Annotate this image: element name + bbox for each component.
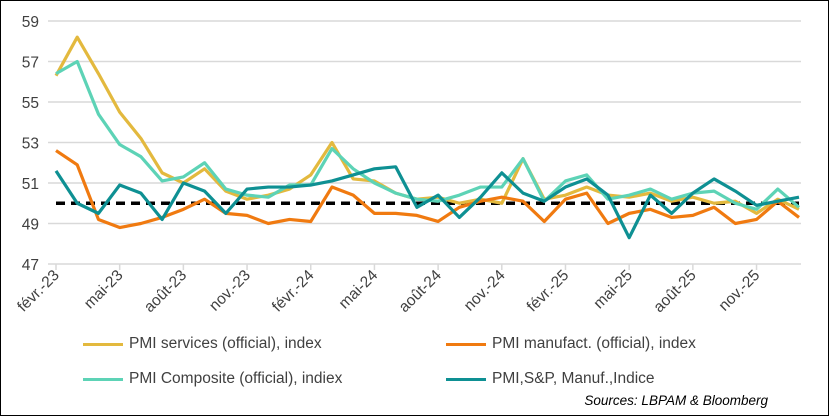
x-tick-label: août-25 xyxy=(650,267,699,316)
legend-swatch xyxy=(83,342,123,346)
x-tick-label: mai-25 xyxy=(590,267,636,313)
legend-label: PMI services (official), index xyxy=(129,335,322,352)
legend-item-composite: PMI Composite (official), indiex xyxy=(83,370,342,388)
y-tick-label: 59 xyxy=(22,14,39,31)
x-tick-label: nov.-25 xyxy=(716,267,764,315)
y-tick-label: 55 xyxy=(22,95,39,112)
legend-label: PMI,S&P, Manuf.,Indice xyxy=(492,370,655,387)
legend-swatch xyxy=(446,342,486,346)
legend-item-sp-manuf: PMI,S&P, Manuf.,Indice xyxy=(446,370,655,388)
x-tick-label: févr.-23 xyxy=(14,267,63,316)
legend-label: PMI Composite (official), indiex xyxy=(129,370,343,387)
legend-swatch xyxy=(446,377,486,381)
series-line-1 xyxy=(55,149,800,230)
y-tick-label: 53 xyxy=(22,136,39,153)
y-tick-label: 57 xyxy=(22,55,39,72)
x-tick-label: août-24 xyxy=(396,267,445,316)
legend-item-services: PMI services (official), index xyxy=(83,335,322,353)
source-note: Sources: LBPAM & Bloomberg xyxy=(584,393,768,408)
legend-item-manufacturing: PMI manufact. (official), index xyxy=(446,335,696,353)
y-tick-label: 47 xyxy=(22,257,39,274)
x-tick-label: nov.-24 xyxy=(461,267,509,315)
x-tick-label: févr.-25 xyxy=(524,267,573,316)
y-tick-label: 49 xyxy=(22,217,39,234)
series-line-2 xyxy=(55,59,801,211)
x-tick-label: août-23 xyxy=(141,267,190,316)
x-tick-label: févr.-24 xyxy=(269,267,318,316)
y-tick-label: 51 xyxy=(22,176,39,193)
x-tick-label: mai-23 xyxy=(81,267,127,313)
series-line-0 xyxy=(54,35,800,215)
legend-label: PMI manufact. (official), index xyxy=(492,335,696,352)
x-tick-label: nov.-23 xyxy=(206,267,254,315)
legend-swatch xyxy=(83,377,123,381)
x-tick-label: mai-24 xyxy=(336,267,382,313)
series-line-3 xyxy=(54,165,800,240)
